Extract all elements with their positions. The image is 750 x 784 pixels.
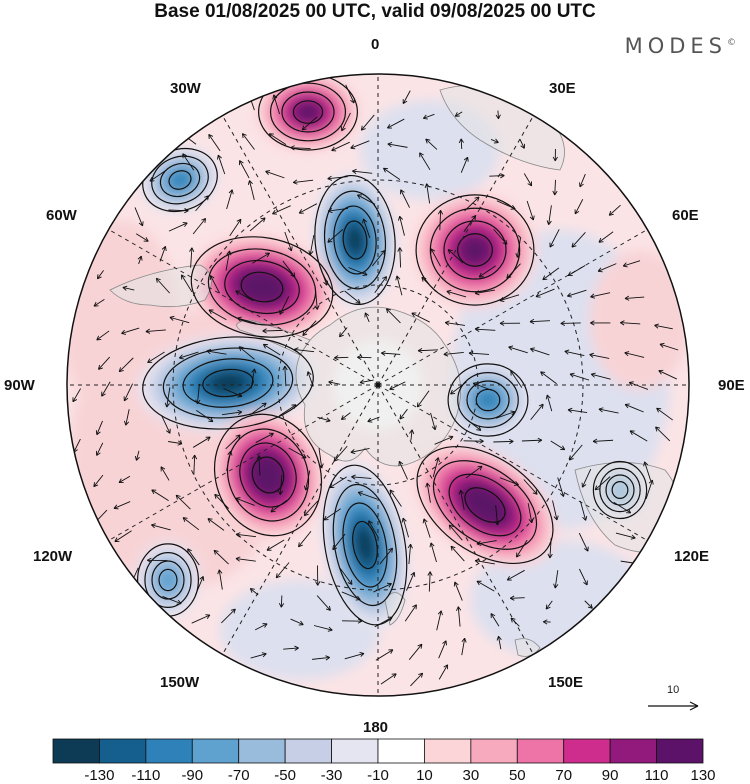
- reference-vector-label: 10: [667, 684, 679, 696]
- colorbar-tick-label: -130: [84, 767, 114, 784]
- colorbar-swatch: [332, 739, 378, 763]
- lon-label-60w: 60W: [46, 207, 77, 224]
- colorbar-tick-label: 130: [690, 767, 715, 784]
- reference-vector: [648, 702, 698, 710]
- colorbar-tick-label: -10: [367, 767, 389, 784]
- colorbar-swatch: [517, 739, 563, 763]
- lon-label-120w: 120W: [33, 548, 72, 565]
- colorbar-swatch: [99, 739, 145, 763]
- colorbar-swatch: [53, 739, 99, 763]
- colorbar-tick-label: 110: [645, 767, 669, 784]
- anomaly-high-near-greenwich: [256, 72, 360, 152]
- colorbar-tick-label: 10: [416, 767, 433, 784]
- colorbar-tick-label: -50: [274, 767, 296, 784]
- colorbar-swatch: [192, 739, 238, 763]
- colorbar-swatch: [424, 739, 470, 763]
- lon-label-0: 0: [371, 36, 379, 53]
- lon-label-90e: 90E: [718, 377, 745, 394]
- colorbar-tick-label: -30: [321, 767, 343, 784]
- south-pole-marker: [376, 383, 381, 388]
- lon-label-180: 180: [363, 719, 388, 736]
- lon-label-30e: 30E: [549, 80, 576, 97]
- lon-label-120e: 120E: [674, 548, 709, 565]
- colorbar-tick-label: 30: [463, 767, 480, 784]
- colorbar-tick-label: -110: [131, 767, 160, 784]
- colorbar-swatch: [378, 739, 424, 763]
- colorbar-swatch: [471, 739, 517, 763]
- colorbar-swatch: [239, 739, 285, 763]
- colorbar-tick-label: 70: [555, 767, 572, 784]
- lon-label-30w: 30W: [170, 80, 201, 97]
- wash-region: [590, 250, 690, 390]
- lon-label-150e: 150E: [548, 674, 583, 691]
- colorbar-swatch: [146, 739, 192, 763]
- colorbar-swatch: [610, 739, 656, 763]
- colorbar-tick-label: 90: [602, 767, 619, 784]
- colorbar-tick-label: -90: [181, 767, 203, 784]
- colorbar-swatch: [657, 739, 703, 763]
- colorbar-tick-label: -70: [228, 767, 250, 784]
- lon-label-60e: 60E: [672, 207, 699, 224]
- lon-label-90w: 90W: [4, 377, 35, 394]
- colorbar-swatch: [285, 739, 331, 763]
- lon-label-150w: 150W: [160, 674, 199, 691]
- colorbar-swatch: [564, 739, 610, 763]
- colorbar: [53, 739, 703, 763]
- colorbar-tick-label: 50: [509, 767, 526, 784]
